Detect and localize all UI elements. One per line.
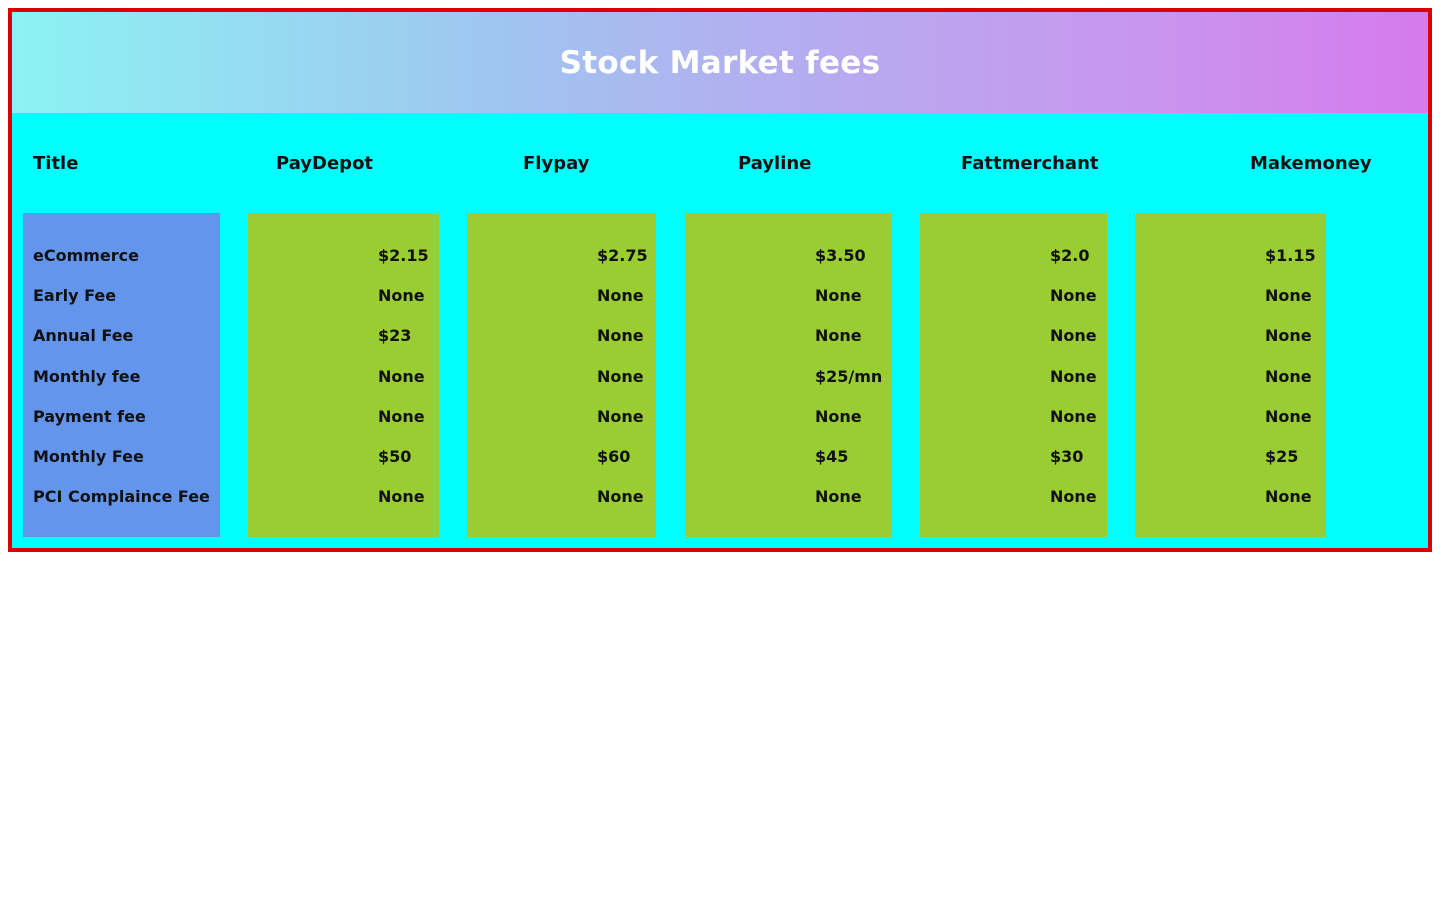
row-label-monthly-fee: Monthly fee xyxy=(33,367,141,386)
paydepot-annual-fee-value: $23 xyxy=(378,326,412,345)
paydepot-pci-fee-value: None xyxy=(378,487,425,506)
row-label-ecommerce: eCommerce xyxy=(33,246,140,265)
payline-payment-fee-value: None xyxy=(815,407,862,426)
row-label-pci-fee: PCI Complaince Fee xyxy=(33,487,210,506)
column-header-title: Title xyxy=(33,153,79,174)
fees-table-container: Stock Market fees Title PayDepot Flypay … xyxy=(8,8,1432,552)
makemoney-pci-fee-value: None xyxy=(1265,487,1312,506)
fattmerchant-early-fee-value: None xyxy=(1050,286,1097,305)
payline-early-fee-value: None xyxy=(815,286,862,305)
paydepot-monthly-fee-2-value: $50 xyxy=(378,447,412,466)
paydepot-early-fee-value: None xyxy=(378,286,425,305)
column-header-payline: Payline xyxy=(738,153,812,174)
flypay-monthly-fee-value: None xyxy=(597,367,644,386)
flypay-payment-fee-value: None xyxy=(597,407,644,426)
payline-annual-fee-value: None xyxy=(815,326,862,345)
paydepot-values-column: $2.15 None $23 None None $50 None xyxy=(248,213,439,537)
makemoney-values-column: $1.15 None None None None $25 None xyxy=(1135,213,1326,537)
payline-monthly-fee-value: $25/mn xyxy=(815,367,883,386)
flypay-ecommerce-value: $2.75 xyxy=(597,246,648,265)
flypay-values-column: $2.75 None None None None $60 None xyxy=(467,213,656,537)
makemoney-annual-fee-value: None xyxy=(1265,326,1312,345)
payline-values-column: $3.50 None None $25/mn None $45 None xyxy=(685,213,892,537)
fattmerchant-pci-fee-value: None xyxy=(1050,487,1097,506)
row-label-annual-fee: Annual Fee xyxy=(33,326,134,345)
column-header-paydepot: PayDepot xyxy=(276,153,374,174)
fattmerchant-values-column: $2.0 None None None None $30 None xyxy=(920,213,1107,537)
flypay-early-fee-value: None xyxy=(597,286,644,305)
fattmerchant-payment-fee-value: None xyxy=(1050,407,1097,426)
row-label-payment-fee: Payment fee xyxy=(33,407,146,426)
payline-ecommerce-value: $3.50 xyxy=(815,246,866,265)
flypay-annual-fee-value: None xyxy=(597,326,644,345)
column-header-fattmerchant: Fattmerchant xyxy=(961,153,1099,174)
fattmerchant-monthly-fee-value: None xyxy=(1050,367,1097,386)
paydepot-payment-fee-value: None xyxy=(378,407,425,426)
flypay-monthly-fee-2-value: $60 xyxy=(597,447,631,466)
payline-monthly-fee-2-value: $45 xyxy=(815,447,849,466)
makemoney-early-fee-value: None xyxy=(1265,286,1312,305)
makemoney-payment-fee-value: None xyxy=(1265,407,1312,426)
row-label-monthly-fee-2: Monthly Fee xyxy=(33,447,144,466)
makemoney-monthly-fee-2-value: $25 xyxy=(1265,447,1299,466)
makemoney-monthly-fee-value: None xyxy=(1265,367,1312,386)
page-title: Stock Market fees xyxy=(559,44,881,81)
paydepot-monthly-fee-value: None xyxy=(378,367,425,386)
row-label-early-fee: Early Fee xyxy=(33,286,117,305)
payline-pci-fee-value: None xyxy=(815,487,862,506)
makemoney-ecommerce-value: $1.15 xyxy=(1265,246,1316,265)
fattmerchant-ecommerce-value: $2.0 xyxy=(1050,246,1090,265)
page-header: Stock Market fees xyxy=(12,12,1428,113)
flypay-pci-fee-value: None xyxy=(597,487,644,506)
fattmerchant-annual-fee-value: None xyxy=(1050,326,1097,345)
fattmerchant-monthly-fee-2-value: $30 xyxy=(1050,447,1084,466)
column-header-makemoney: Makemoney xyxy=(1250,153,1372,174)
column-header-flypay: Flypay xyxy=(523,153,590,174)
row-labels-column: eCommerce Early Fee Annual Fee Monthly f… xyxy=(23,213,220,537)
paydepot-ecommerce-value: $2.15 xyxy=(378,246,429,265)
